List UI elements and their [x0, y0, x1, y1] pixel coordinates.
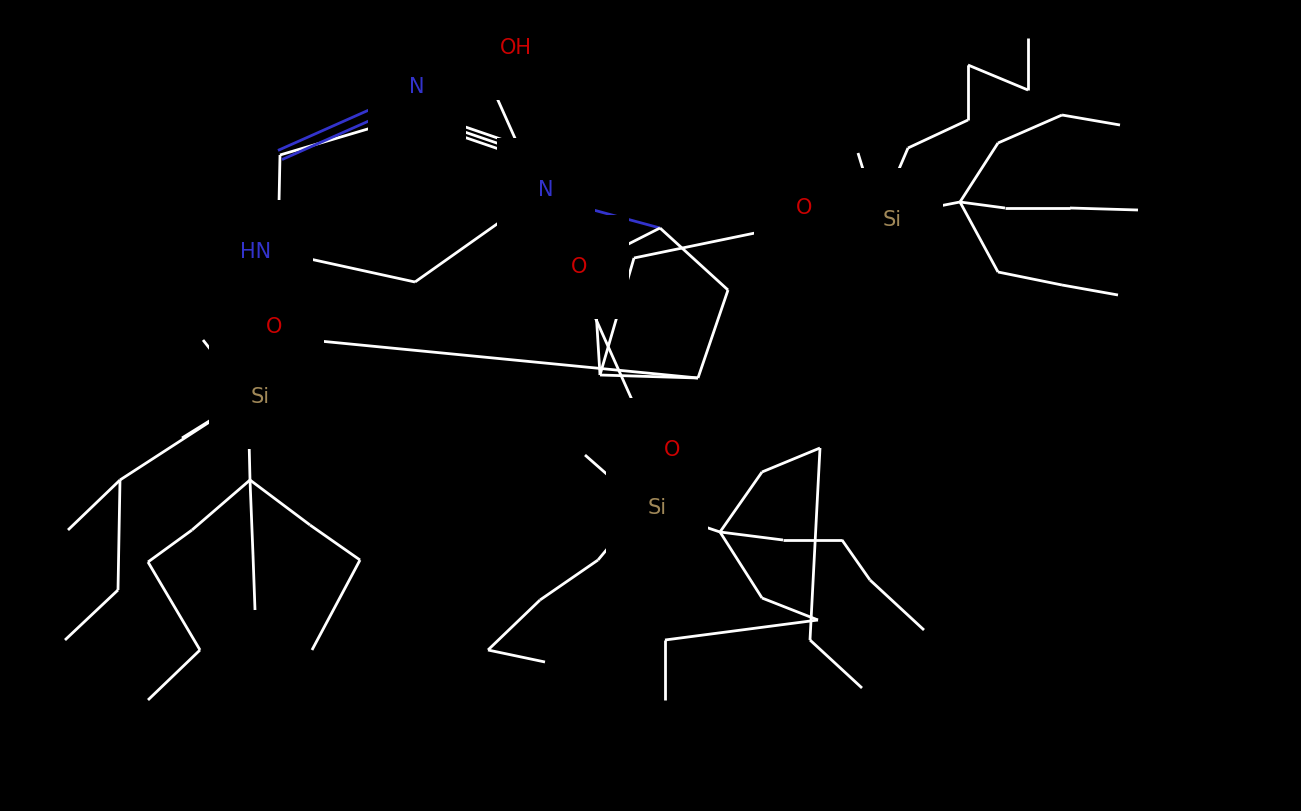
Text: HN: HN — [241, 242, 272, 262]
Text: Si: Si — [250, 387, 269, 407]
Text: N: N — [539, 180, 554, 200]
Text: O: O — [571, 257, 587, 277]
Text: O: O — [265, 317, 282, 337]
Text: N: N — [410, 77, 424, 97]
Text: O: O — [664, 440, 680, 460]
Text: Si: Si — [648, 498, 666, 518]
Text: Si: Si — [882, 210, 902, 230]
Text: OH: OH — [500, 38, 532, 58]
Text: O: O — [796, 198, 812, 218]
